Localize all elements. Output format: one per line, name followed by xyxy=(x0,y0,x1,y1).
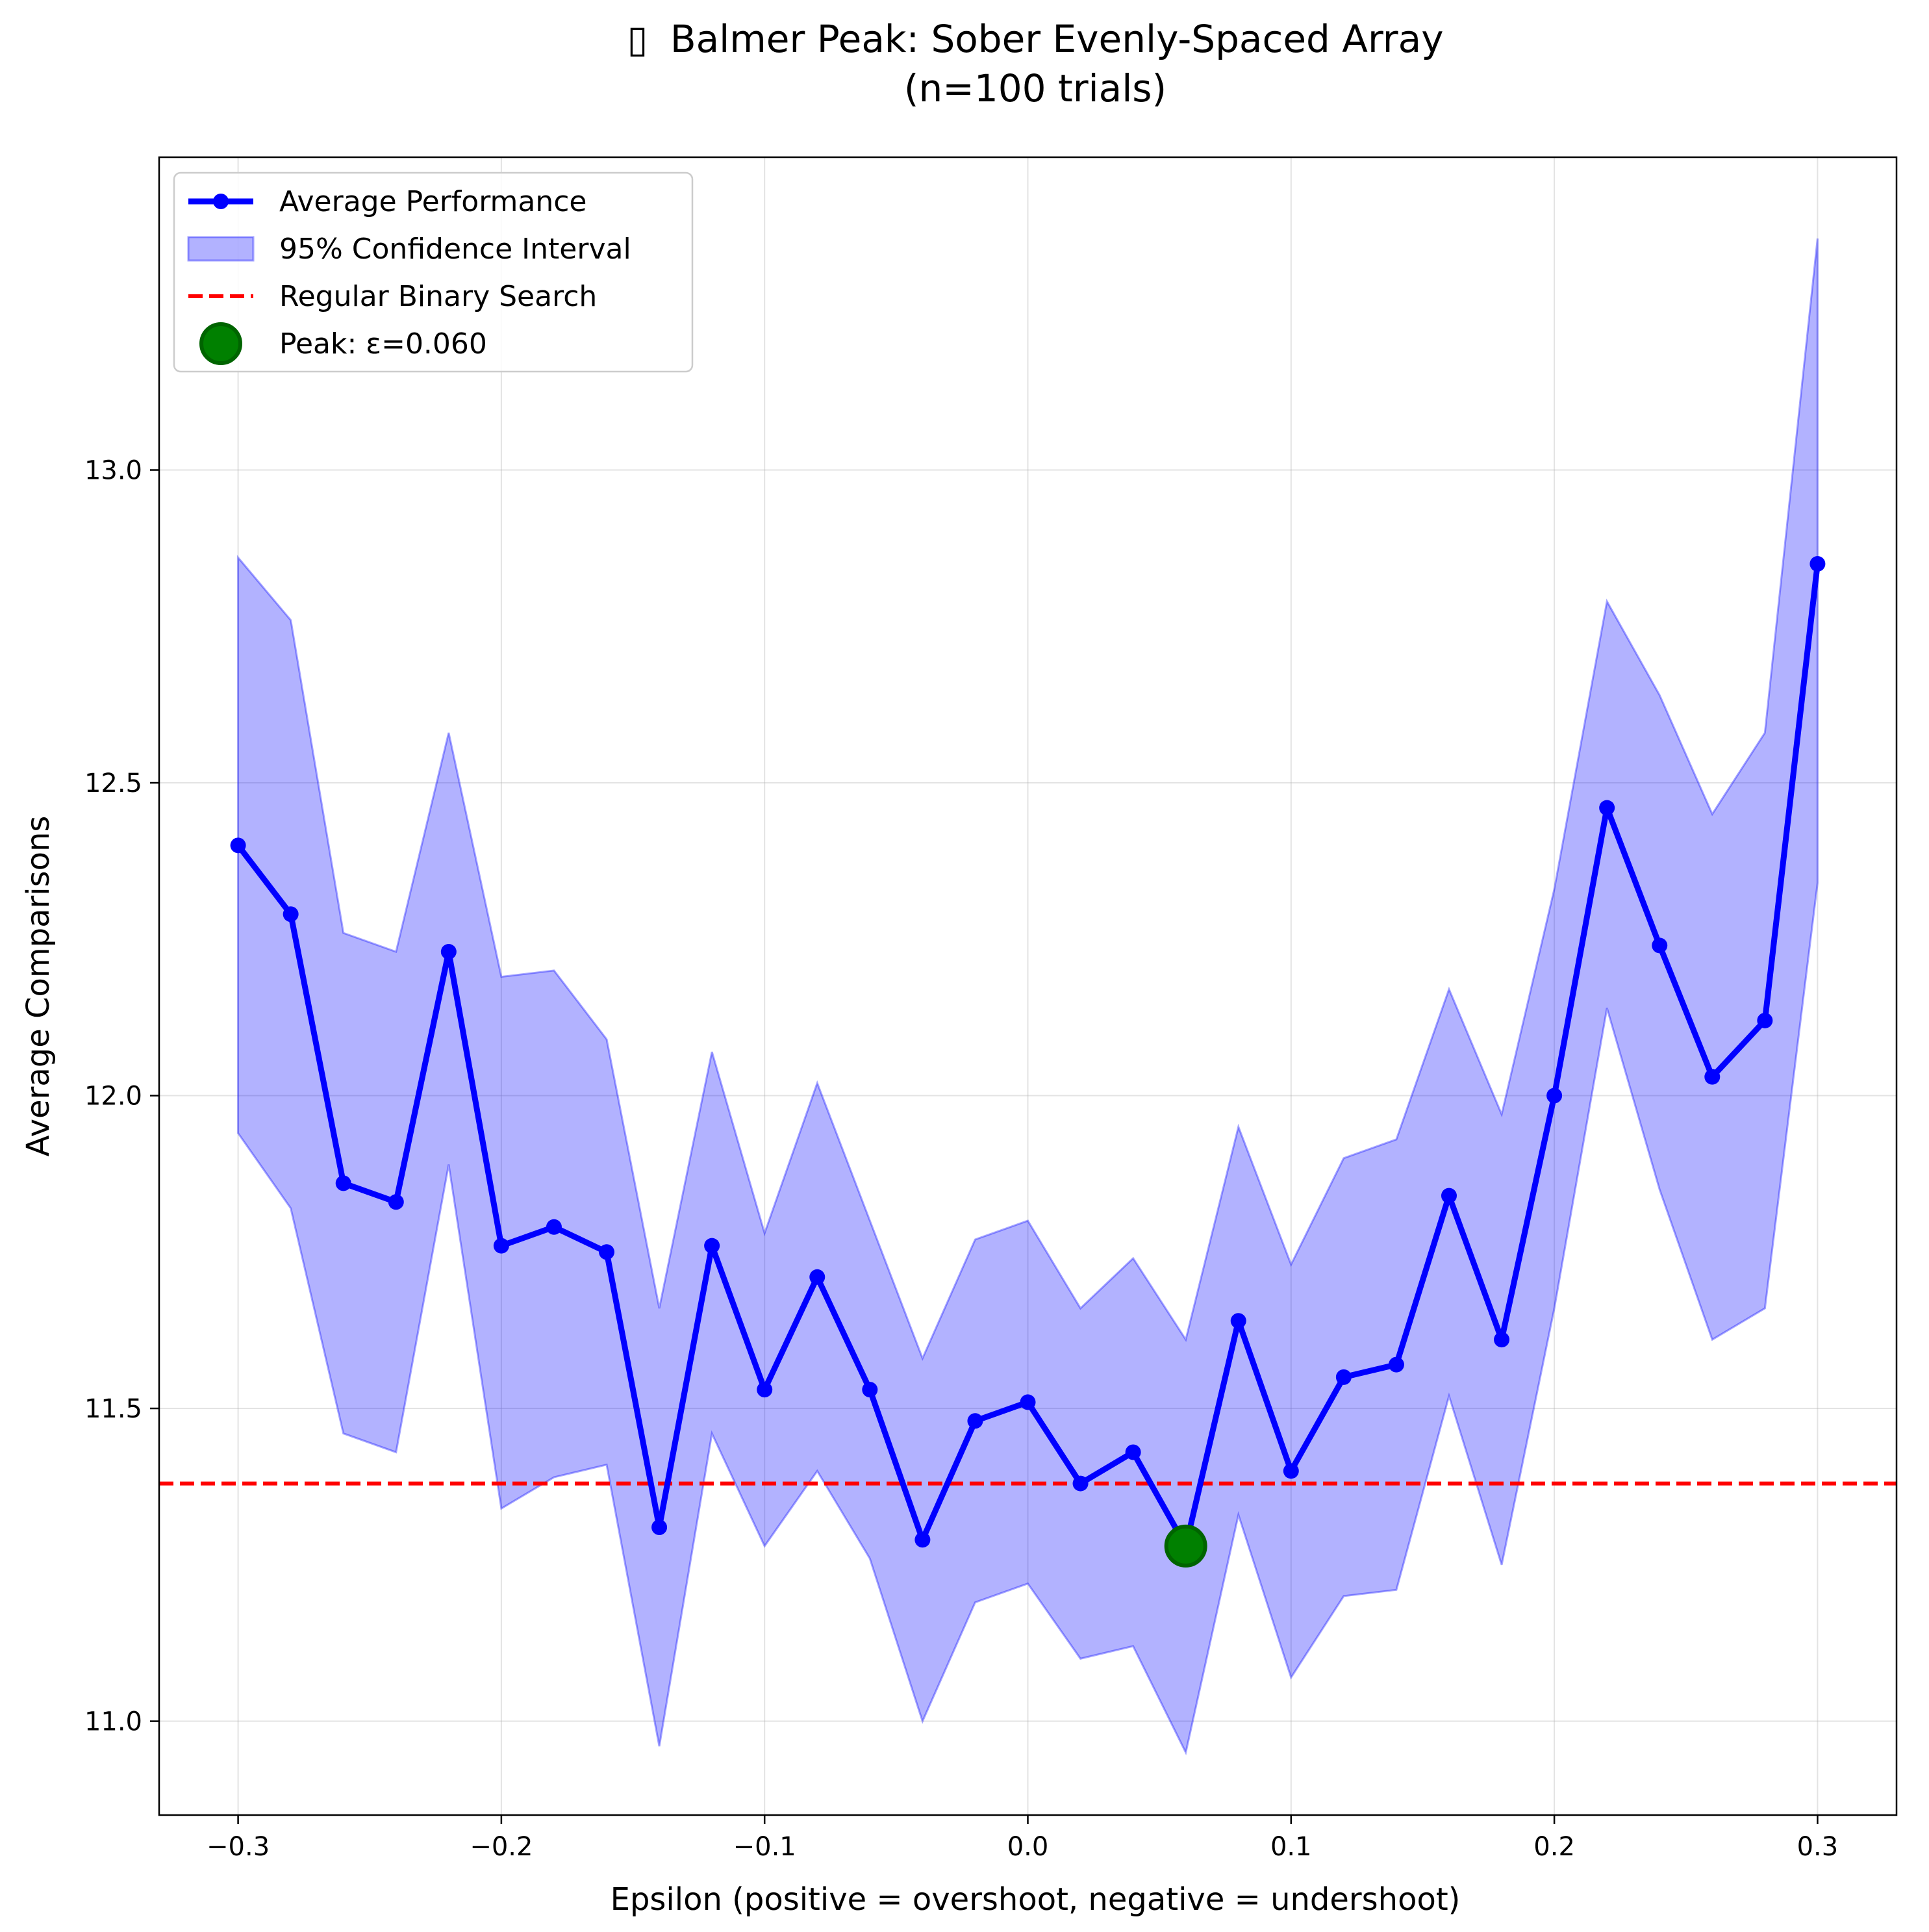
data-point xyxy=(1072,1475,1089,1492)
peak-marker xyxy=(1164,1524,1207,1568)
confidence-band-area xyxy=(237,238,1819,1756)
legend-box xyxy=(173,172,694,373)
data-point xyxy=(1494,1332,1510,1348)
data-point xyxy=(230,837,246,854)
data-point xyxy=(1599,800,1615,816)
peak-layer xyxy=(1164,1524,1207,1568)
x-tick-label: 0.1 xyxy=(1270,1832,1312,1862)
data-points xyxy=(230,555,1826,1554)
legend-item: Regular Binary Search xyxy=(188,280,597,313)
x-axis-ticks: −0.3 −0.2 −0.1 0.0 0.1 0.2 0.3 xyxy=(207,1815,1838,1862)
data-point xyxy=(1020,1394,1036,1410)
x-axis-label: Epsilon (positive = overshoot, negative … xyxy=(611,1881,1461,1918)
data-point xyxy=(1757,1012,1773,1028)
data-point xyxy=(388,1194,404,1210)
data-point xyxy=(546,1219,562,1235)
data-point xyxy=(809,1269,826,1285)
data-point xyxy=(862,1382,878,1398)
chart-title: ▯ Balmer Peak: Sober Evenly-Spaced Array xyxy=(627,17,1443,61)
data-point xyxy=(1335,1369,1352,1385)
data-point xyxy=(757,1382,773,1398)
legend-patch-swatch xyxy=(187,236,255,262)
data-point xyxy=(493,1238,509,1254)
x-tick-label: −0.2 xyxy=(470,1832,533,1862)
legend-peak-swatch xyxy=(199,322,242,365)
x-tick-label: −0.1 xyxy=(733,1832,796,1862)
title-glyph: ▯ xyxy=(627,17,648,61)
data-point xyxy=(1388,1356,1404,1373)
y-axis-label: Average Comparisons xyxy=(20,816,57,1157)
data-point xyxy=(1652,937,1668,954)
y-tick-label: 12.0 xyxy=(84,1082,142,1112)
data-point xyxy=(914,1532,931,1548)
plot-area xyxy=(158,156,1898,1816)
data-point xyxy=(651,1519,668,1536)
legend-label: Regular Binary Search xyxy=(279,280,597,313)
y-tick-label: 12.5 xyxy=(84,769,142,798)
legend-marker-swatch xyxy=(213,194,229,209)
legend-label: Average Performance xyxy=(279,185,587,218)
data-point xyxy=(967,1413,983,1429)
y-axis-ticks: 11.0 11.5 12.0 12.5 13.0 xyxy=(84,456,159,1737)
data-point xyxy=(1809,555,1826,572)
data-point xyxy=(1125,1444,1141,1460)
data-point xyxy=(1230,1313,1246,1329)
y-tick-label: 11.0 xyxy=(84,1707,142,1737)
data-point xyxy=(440,944,457,960)
legend-item: 95% Confidence Interval xyxy=(187,233,631,266)
legend-item: Average Performance xyxy=(188,185,587,218)
data-point xyxy=(704,1238,720,1254)
legend-label: 95% Confidence Interval xyxy=(279,233,631,266)
legend: Average Performance 95% Confidence Interv… xyxy=(173,172,694,373)
data-point xyxy=(1546,1087,1563,1104)
title-text: Balmer Peak: Sober Evenly-Spaced Array xyxy=(670,17,1444,61)
x-tick-label: 0.2 xyxy=(1533,1832,1575,1862)
data-point xyxy=(283,906,299,922)
confidence-band xyxy=(237,238,1819,1756)
x-tick-label: −0.3 xyxy=(207,1832,270,1862)
data-point xyxy=(1283,1463,1299,1479)
data-point xyxy=(335,1175,351,1191)
gridlines xyxy=(159,157,1897,1815)
x-tick-label: 0.0 xyxy=(1007,1832,1049,1862)
data-point xyxy=(599,1244,615,1260)
plot-background xyxy=(159,157,1897,1815)
data-point xyxy=(1704,1069,1721,1085)
x-tick-label: 0.3 xyxy=(1797,1832,1839,1862)
y-tick-label: 13.0 xyxy=(84,456,142,486)
chart-subtitle: (n=100 trials) xyxy=(904,66,1166,110)
legend-label: Peak: ε=0.060 xyxy=(279,327,487,361)
y-tick-label: 11.5 xyxy=(84,1394,142,1424)
legend-items: Average Performance 95% Confidence Interv… xyxy=(187,185,631,365)
legend-item: Peak: ε=0.060 xyxy=(199,322,487,365)
data-point xyxy=(1441,1188,1457,1204)
